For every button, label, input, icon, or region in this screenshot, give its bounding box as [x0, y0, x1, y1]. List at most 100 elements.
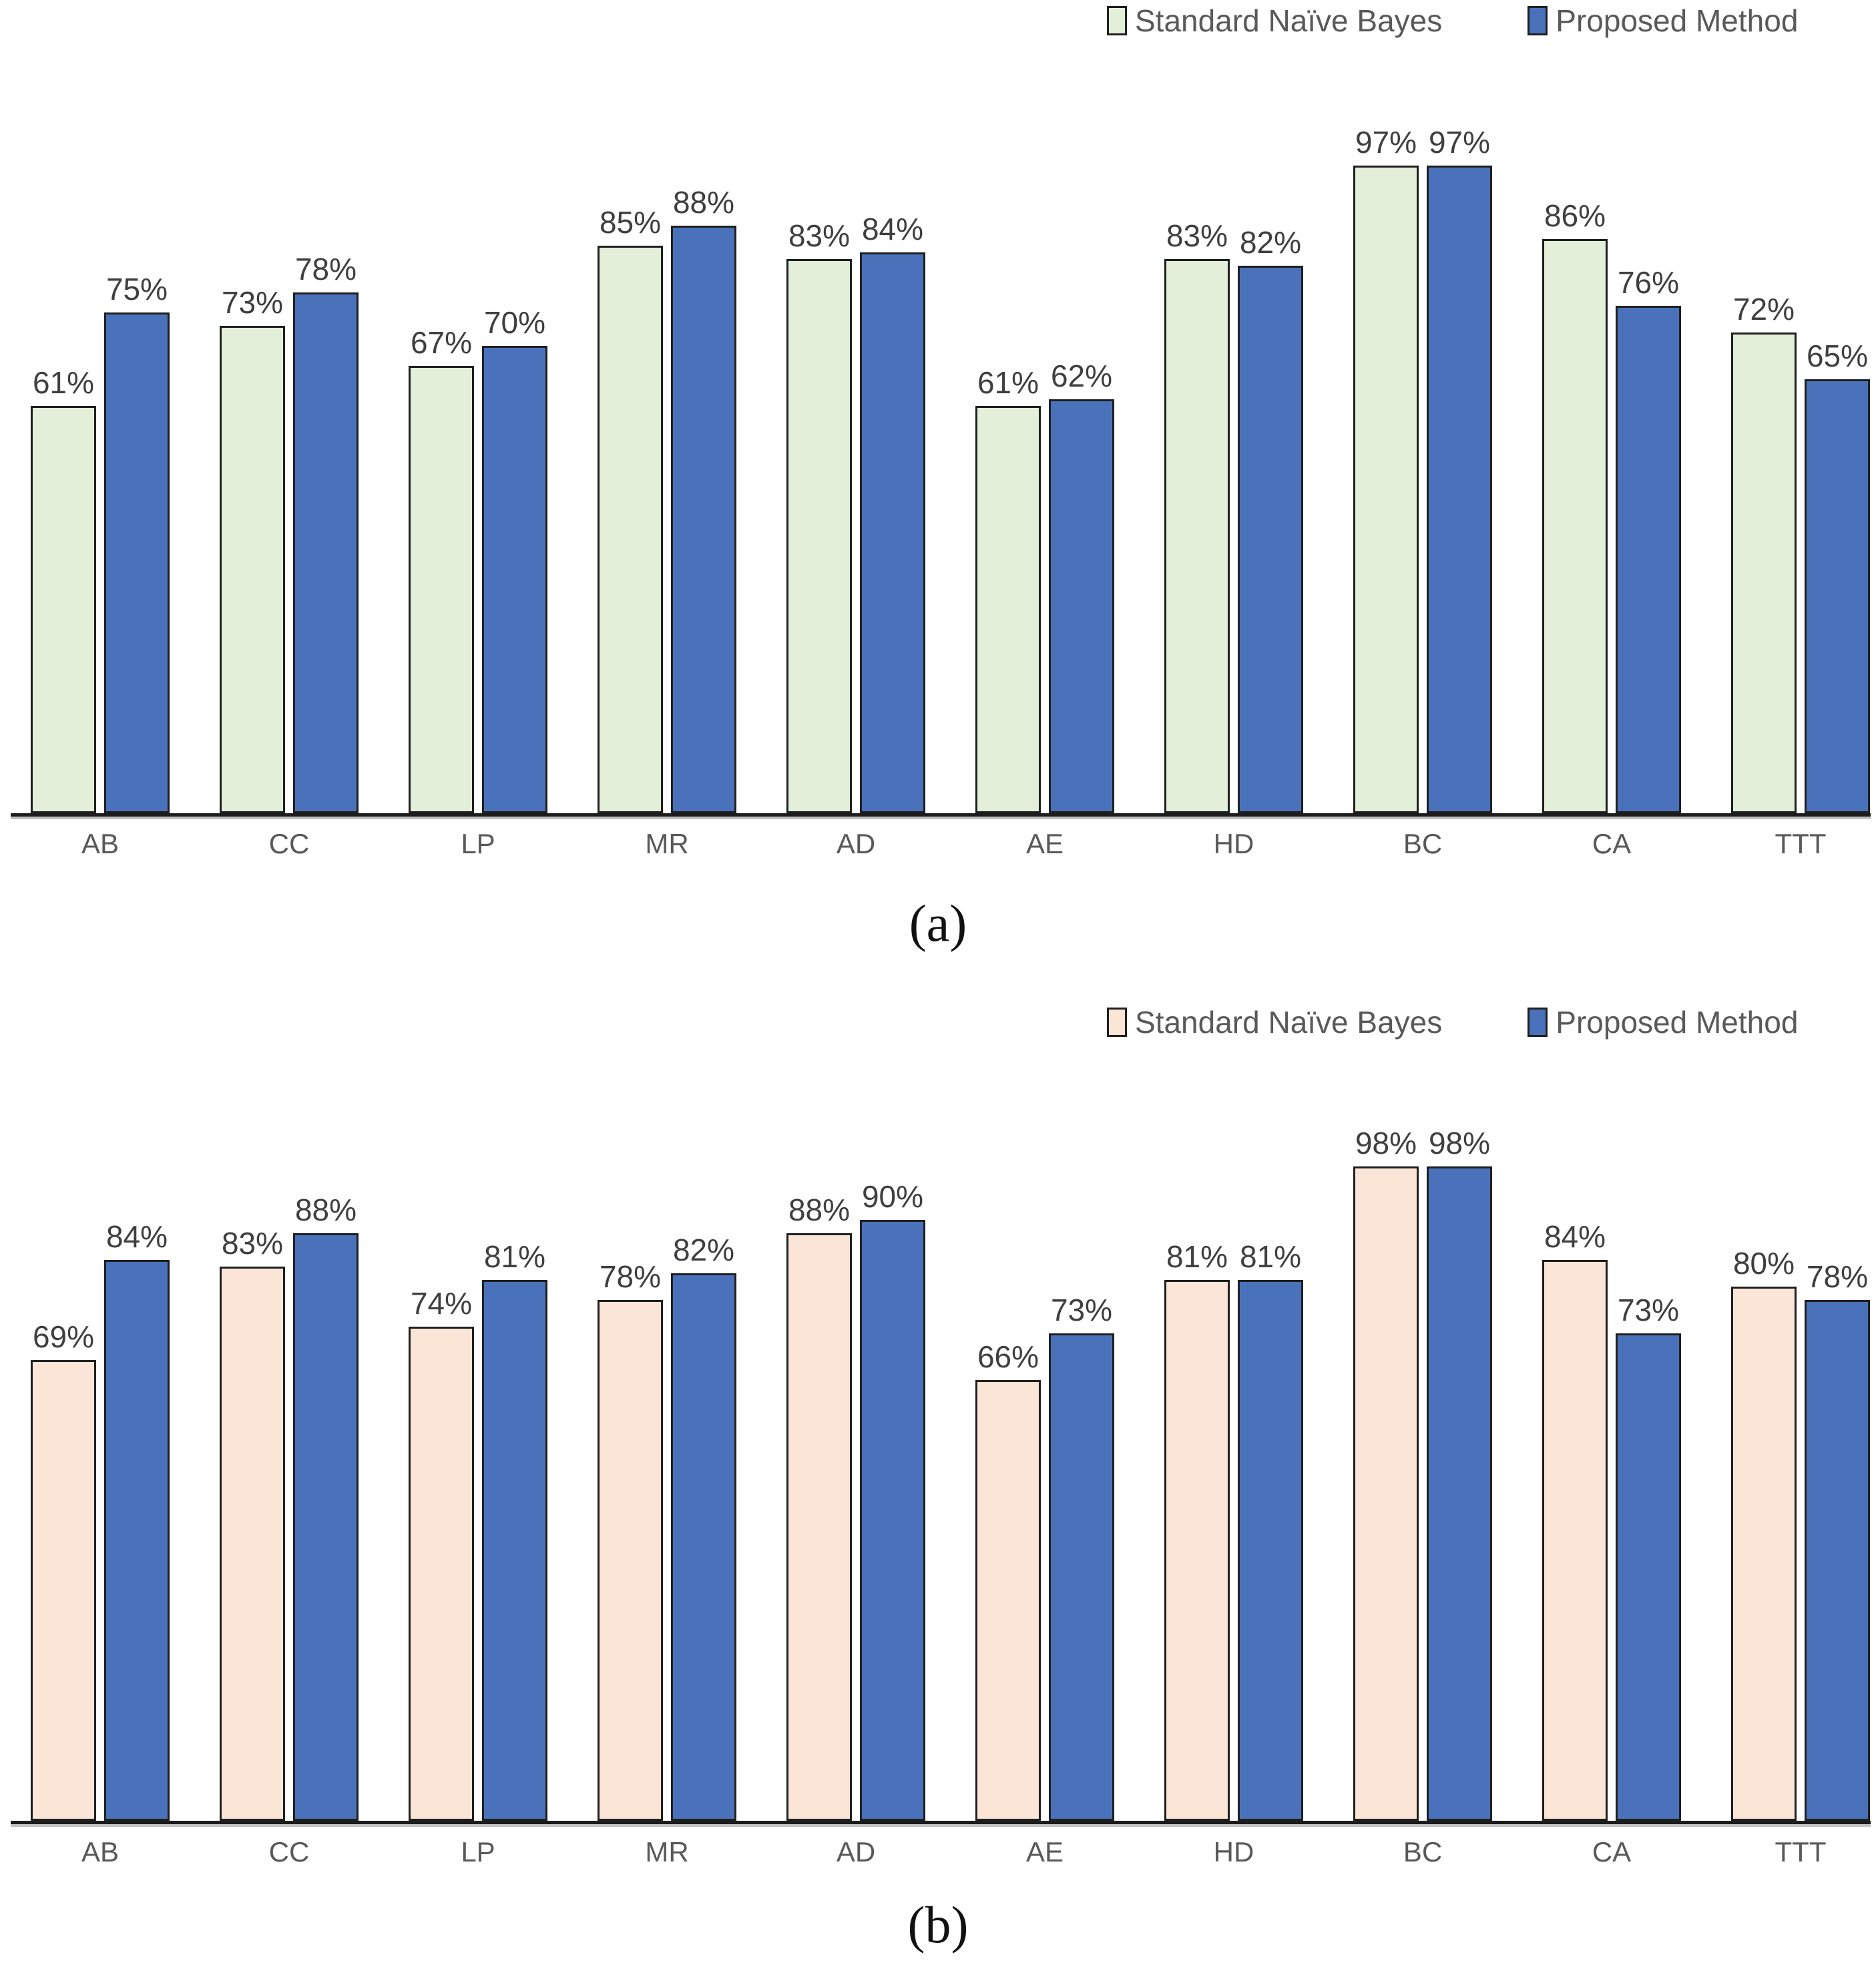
- legend-swatch-icon: [1107, 1008, 1127, 1037]
- bar-ae-series1: [975, 406, 1041, 813]
- chart-a-caption: (a): [909, 894, 967, 952]
- bar-cc-series1: [220, 1267, 285, 1821]
- bar-value-label: 61%: [977, 365, 1039, 400]
- x-axis-label-mr: MR: [645, 1836, 689, 1868]
- bar-value-label: 73%: [221, 285, 284, 320]
- bar-value-label: 78%: [1806, 1259, 1869, 1294]
- bar-mr-series2: [671, 1273, 736, 1821]
- bar-value-label: 62%: [1050, 359, 1113, 393]
- legend: Standard Naïve Bayes Proposed Method: [1107, 1, 1798, 40]
- bar-value-label: 88%: [672, 185, 735, 220]
- bar-value-label: 90%: [861, 1179, 924, 1214]
- bar-value-label: 83%: [788, 218, 851, 253]
- bar-hd-series1: [1164, 1280, 1230, 1821]
- legend-swatch-icon: [1528, 1008, 1548, 1037]
- bar-value-label: 82%: [672, 1233, 735, 1267]
- x-axis-line: [11, 1821, 1871, 1824]
- bar-hd-series2: [1238, 1280, 1303, 1821]
- bar-ad-series1: [786, 1233, 852, 1821]
- bar-ad-series2: [860, 1220, 925, 1821]
- bar-value-label: 65%: [1806, 339, 1869, 373]
- bar-value-label: 98%: [1428, 1126, 1491, 1160]
- bar-hd-series1: [1164, 259, 1230, 813]
- x-axis-label-ab: AB: [81, 828, 120, 859]
- bar-value-label: 84%: [105, 1219, 168, 1254]
- legend-label: Standard Naïve Bayes: [1135, 1005, 1443, 1040]
- bar-ae-series2: [1049, 1333, 1114, 1821]
- bar-ca-series1: [1542, 1260, 1608, 1821]
- bar-lp-series1: [409, 366, 474, 813]
- bar-bc-series2: [1427, 1166, 1492, 1821]
- bar-ad-series1: [786, 259, 852, 813]
- bar-value-label: 61%: [32, 365, 95, 400]
- x-axis-label-ae: AE: [1025, 828, 1064, 859]
- x-axis-label-bc: BC: [1403, 828, 1443, 859]
- bar-hd-series2: [1238, 266, 1303, 813]
- bar-value-label: 78%: [294, 252, 357, 286]
- x-axis-label-ca: CA: [1592, 1836, 1632, 1868]
- x-axis-label-ab: AB: [81, 1836, 120, 1868]
- bar-value-label: 70%: [483, 305, 546, 340]
- x-axis-label-ad: AD: [836, 828, 876, 859]
- bar-ca-series1: [1542, 239, 1608, 813]
- x-axis-label-cc: CC: [268, 828, 310, 859]
- bar-mr-series2: [671, 226, 736, 813]
- bar-value-label: 85%: [599, 205, 662, 240]
- bar-value-label: 73%: [1617, 1293, 1680, 1327]
- bar-ca-series2: [1616, 1333, 1681, 1821]
- legend-label: Proposed Method: [1556, 1005, 1799, 1040]
- x-axis-label-bc: BC: [1403, 1836, 1443, 1868]
- legend-item: Proposed Method: [1528, 1004, 1798, 1040]
- bar-lp-series1: [409, 1327, 474, 1821]
- bar-cc-series1: [220, 326, 285, 813]
- bar-value-label: 88%: [294, 1192, 357, 1227]
- bar-ttt-series1: [1731, 333, 1797, 813]
- bar-ttt-series2: [1805, 1300, 1870, 1821]
- chart-b-caption: (b): [907, 1896, 969, 1954]
- legend-item: Standard Naïve Bayes: [1107, 1004, 1442, 1040]
- bar-ttt-series2: [1805, 379, 1870, 813]
- bar-value-label: 83%: [221, 1226, 284, 1261]
- bar-bc-series1: [1353, 166, 1419, 813]
- x-axis-label-cc: CC: [268, 1836, 310, 1868]
- legend-label: Standard Naïve Bayes: [1135, 3, 1443, 38]
- bar-value-label: 97%: [1428, 125, 1491, 160]
- x-axis-label-ttt: TTT: [1775, 1836, 1827, 1868]
- bar-value-label: 84%: [861, 212, 924, 246]
- bar-value-label: 86%: [1544, 198, 1606, 233]
- bar-value-label: 82%: [1239, 225, 1302, 260]
- bar-value-label: 72%: [1732, 292, 1795, 326]
- bar-value-label: 97%: [1355, 125, 1417, 160]
- legend: Standard Naïve Bayes Proposed Method: [1107, 1003, 1798, 1042]
- x-axis-label-ae: AE: [1025, 1836, 1064, 1868]
- bar-lp-series2: [482, 346, 547, 813]
- bar-ab-series1: [31, 1360, 96, 1821]
- x-axis-label-mr: MR: [645, 828, 689, 859]
- bar-cc-series2: [293, 1233, 359, 1821]
- bar-value-label: 83%: [1166, 218, 1228, 253]
- legend-swatch-icon: [1528, 6, 1548, 35]
- bar-cc-series2: [293, 292, 359, 813]
- bar-mr-series1: [598, 1300, 663, 1821]
- bar-ae-series1: [975, 1380, 1041, 1821]
- bar-value-label: 88%: [788, 1192, 851, 1227]
- x-axis-label-ttt: TTT: [1775, 828, 1827, 859]
- x-axis-label-hd: HD: [1213, 1836, 1254, 1868]
- bar-value-label: 81%: [1166, 1239, 1228, 1274]
- bar-value-label: 76%: [1617, 265, 1680, 300]
- bar-ttt-series1: [1731, 1287, 1797, 1821]
- x-axis-label-lp: LP: [461, 828, 495, 859]
- bar-value-label: 80%: [1732, 1246, 1795, 1281]
- bar-value-label: 98%: [1355, 1126, 1417, 1160]
- bar-bc-series2: [1427, 166, 1492, 813]
- legend-item: Standard Naïve Bayes: [1107, 3, 1442, 39]
- legend-swatch-icon: [1107, 6, 1127, 35]
- x-axis-label-ad: AD: [836, 1836, 876, 1868]
- bar-value-label: 69%: [32, 1319, 95, 1354]
- bar-bc-series1: [1353, 1166, 1419, 1821]
- bar-lp-series2: [482, 1280, 547, 1821]
- bar-ab-series2: [104, 312, 170, 813]
